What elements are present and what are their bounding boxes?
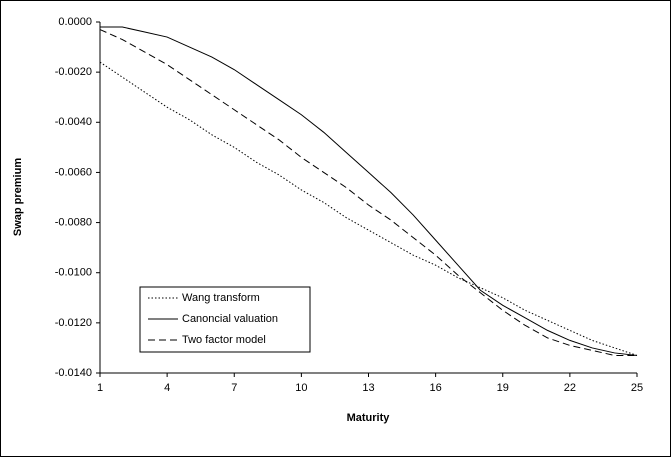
y-tick-label: 0.0000 [58,16,92,28]
legend-label: Two factor model [182,334,266,346]
y-tick-label: -0.0100 [55,267,92,279]
x-tick-label: 16 [430,382,442,394]
legend-label: Canoncial valuation [182,313,278,325]
series-line [99,29,637,356]
y-tick-label: -0.0120 [55,317,92,329]
x-tick-label: 25 [631,382,643,394]
y-tick-label: -0.0060 [55,166,92,178]
y-tick-label: -0.0020 [55,66,92,78]
x-tick-label: 19 [497,382,509,394]
x-tick-label: 10 [295,382,307,394]
x-tick-label: 7 [231,382,237,394]
x-tick-label: 1 [97,382,103,394]
y-axis-label: Swap premium [12,158,24,236]
y-tick-label: -0.0140 [55,367,92,379]
y-tick-label: -0.0040 [55,116,92,128]
x-axis-label: Maturity [347,412,391,424]
x-tick-label: 4 [164,382,170,394]
x-tick-label: 22 [564,382,576,394]
series-line [100,26,638,356]
x-tick-label: 13 [362,382,374,394]
y-tick-label: -0.0080 [55,216,92,228]
legend-label: Wang transform [182,292,260,304]
